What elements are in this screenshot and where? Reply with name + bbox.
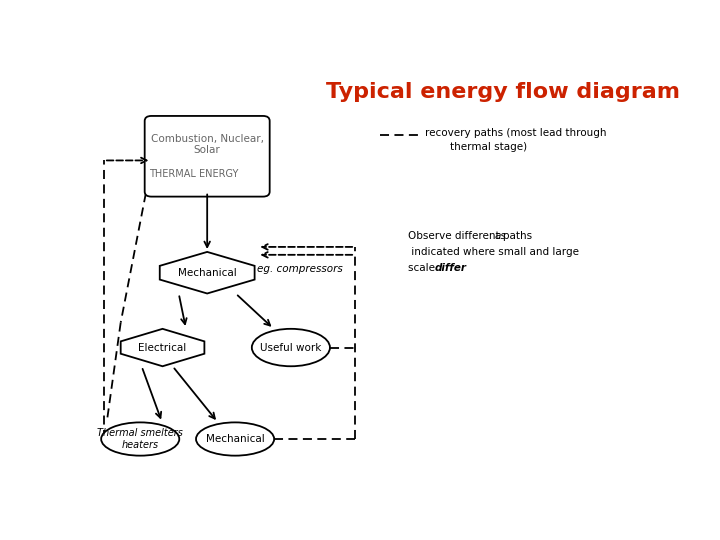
- Text: Useful work: Useful work: [260, 342, 322, 353]
- Text: Electrical: Electrical: [138, 342, 186, 353]
- Text: Observe different paths: Observe different paths: [408, 231, 536, 241]
- Text: Mechanical: Mechanical: [206, 434, 264, 444]
- Text: indicated where small and large: indicated where small and large: [408, 247, 579, 257]
- Ellipse shape: [196, 422, 274, 456]
- Text: differ: differ: [435, 263, 467, 273]
- Ellipse shape: [252, 329, 330, 366]
- Polygon shape: [121, 329, 204, 366]
- Text: scale: scale: [408, 263, 438, 273]
- Text: Combustion, Nuclear,
Solar: Combustion, Nuclear, Solar: [150, 134, 264, 156]
- Text: thermal stage): thermal stage): [450, 142, 527, 152]
- Text: Mechanical: Mechanical: [178, 268, 237, 278]
- Text: Thermal smelters
heaters: Thermal smelters heaters: [97, 428, 183, 450]
- Polygon shape: [160, 252, 255, 294]
- Text: as: as: [495, 231, 506, 241]
- Text: recovery paths (most lead through: recovery paths (most lead through: [425, 129, 606, 138]
- Text: eg. compressors: eg. compressors: [258, 264, 343, 274]
- Text: THERMAL ENERGY: THERMAL ENERGY: [148, 168, 238, 179]
- Text: Typical energy flow diagram: Typical energy flow diagram: [326, 82, 680, 102]
- FancyBboxPatch shape: [145, 116, 270, 197]
- Ellipse shape: [101, 422, 179, 456]
